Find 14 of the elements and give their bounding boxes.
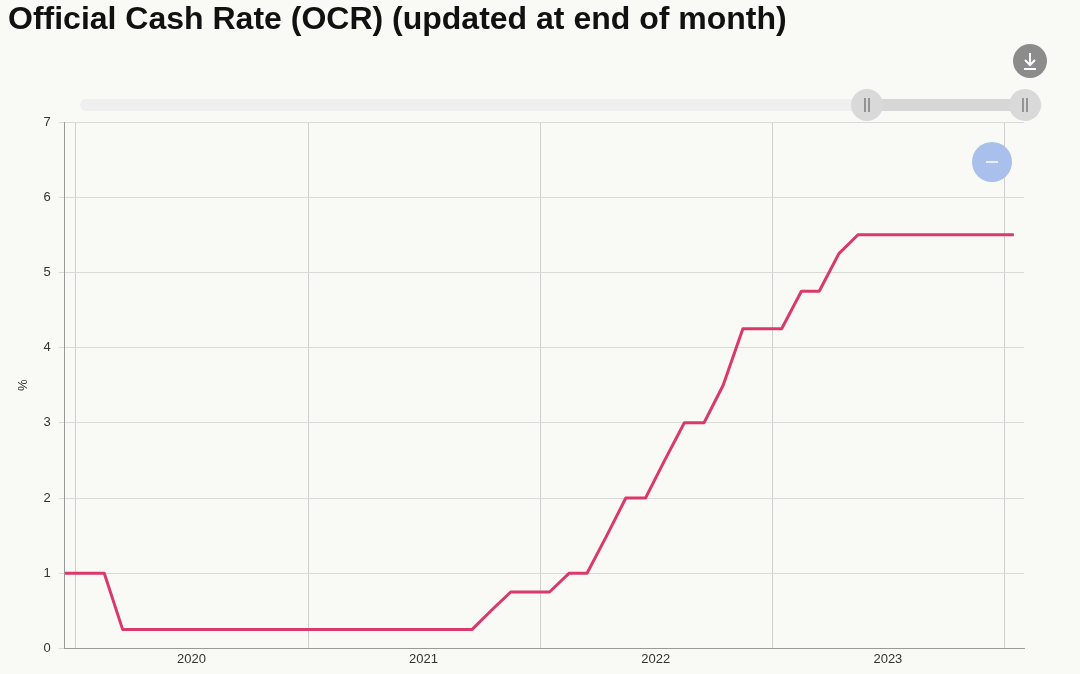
y-tick-label: 7 bbox=[43, 113, 51, 129]
y-axis-title: % bbox=[15, 378, 31, 391]
y-tick-label: 5 bbox=[43, 263, 51, 279]
y-tick-label: 0 bbox=[43, 639, 51, 655]
y-tick-label: 2 bbox=[43, 489, 51, 505]
x-tick-label: 2020 bbox=[176, 650, 206, 666]
y-tick-label: 1 bbox=[43, 564, 51, 580]
y-tick-label: 4 bbox=[43, 339, 51, 355]
x-tick-label: 2023 bbox=[873, 650, 903, 666]
chart-title: Official Cash Rate (OCR) (updated at end of month) bbox=[8, 0, 787, 37]
x-tick-label: 2021 bbox=[409, 650, 439, 666]
y-tick-label: 3 bbox=[43, 414, 51, 430]
x-tick-label: 2022 bbox=[641, 650, 671, 666]
y-tick-label: 6 bbox=[43, 188, 51, 204]
